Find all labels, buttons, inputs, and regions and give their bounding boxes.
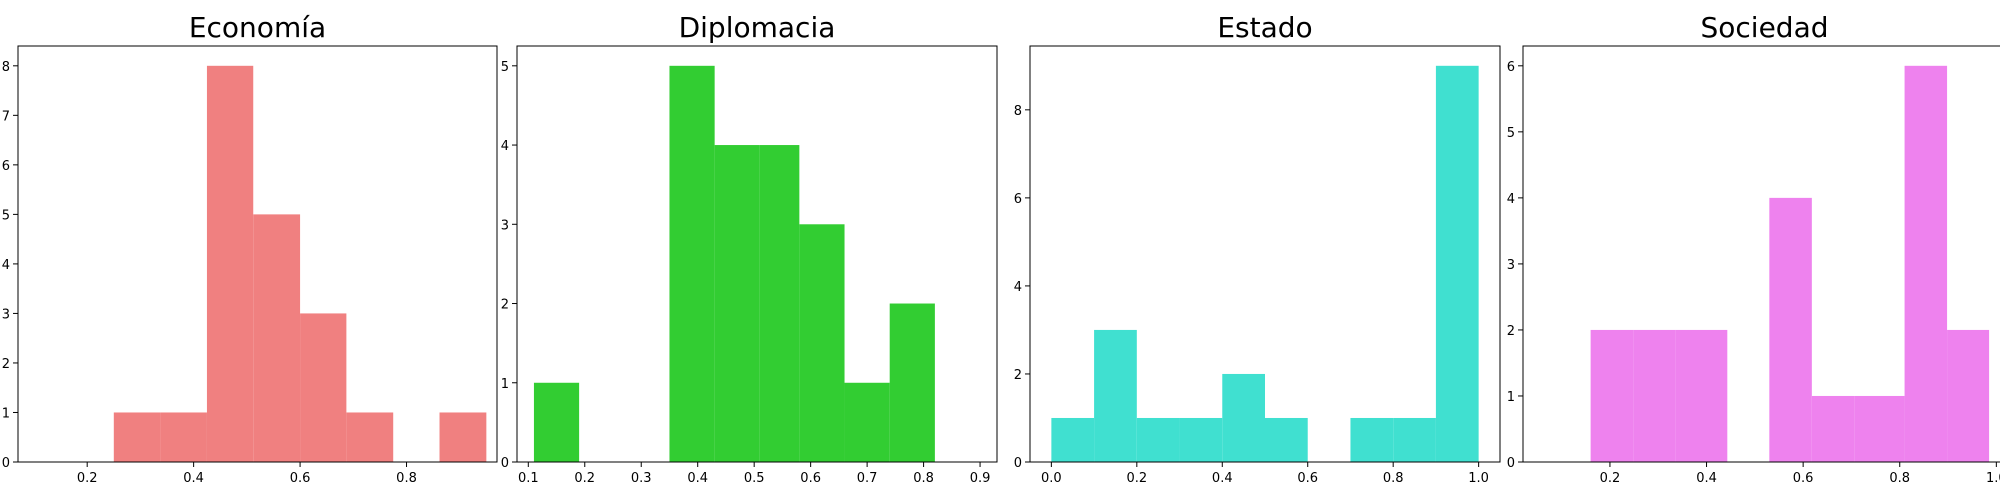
y-tick-label: 5 <box>1507 126 1515 141</box>
x-tick-label: 0.3 <box>631 471 652 486</box>
y-tick-label: 0 <box>1014 456 1022 471</box>
axes-frame <box>516 45 998 463</box>
histogram-bar <box>439 412 487 462</box>
axes-frame <box>1029 45 1501 463</box>
y-tick-label: 1 <box>1507 390 1515 405</box>
y-tick-label: 3 <box>2 307 10 322</box>
histogram-bar <box>1094 329 1137 462</box>
histogram-bar <box>1435 65 1479 463</box>
histogram-bar <box>533 382 580 462</box>
x-tick-label: 0.8 <box>1383 471 1404 486</box>
histogram-bar <box>1136 417 1180 462</box>
x-tick-label: 0.4 <box>1696 471 1717 486</box>
panel-economia: Economía 0.2 0.4 0.6 0.8 0 1 2 3 4 5 6 7 8 <box>2 11 498 486</box>
x-tick-label: 0.7 <box>857 471 878 486</box>
x-tick-label: 0.8 <box>1889 471 1910 486</box>
y-tick-label: 3 <box>1507 258 1515 273</box>
histogram-bar <box>714 145 760 463</box>
x-tick-label: 0.6 <box>290 471 311 486</box>
chart-title: Estado <box>1217 11 1312 44</box>
y-tick-label: 2 <box>2 357 10 372</box>
histogram-bar <box>1769 197 1812 462</box>
y-tick-label: 0 <box>1507 456 1515 471</box>
histogram-bar <box>1811 395 1855 462</box>
histogram-bar <box>1179 417 1223 462</box>
histogram-bar <box>889 303 935 462</box>
y-tick-label: 4 <box>2 258 10 273</box>
histogram-bar <box>160 412 207 462</box>
y-tick-label: 4 <box>1014 280 1022 295</box>
y-tick-label: 2 <box>1014 368 1022 383</box>
histogram-bar <box>253 214 301 462</box>
x-tick-label: 0.4 <box>1212 471 1233 486</box>
x-tick-label: 0.1 <box>518 471 539 486</box>
x-tick-label: 0.0 <box>1041 471 1062 486</box>
x-tick-label: 0.2 <box>1126 471 1147 486</box>
y-tick-label: 6 <box>2 159 10 174</box>
histogram-bar <box>1675 329 1728 462</box>
x-tick-label: 0.9 <box>970 471 991 486</box>
x-tick-label: 1.0 <box>1468 471 1489 486</box>
histogram-bar <box>1947 329 1990 462</box>
panel-estado: Estado 0.0 0.2 0.4 0.6 0.8 1.0 0 2 4 6 8 <box>1014 11 1501 486</box>
x-tick-label: 0.8 <box>396 471 417 486</box>
y-tick-label: 0 <box>2 456 10 471</box>
x-tick-label: 0.2 <box>77 471 98 486</box>
chart-title: Diplomacia <box>679 11 836 44</box>
y-tick-label: 2 <box>1507 324 1515 339</box>
x-tick-label: 1.0 <box>1986 471 2000 486</box>
histogram-bar <box>1393 417 1436 462</box>
histogram-bar <box>844 382 890 462</box>
panel-sociedad: Sociedad 0.2 0.4 0.6 0.8 1.0 0 1 2 3 4 5 6 <box>1507 11 2000 486</box>
axes-frame <box>1522 45 2000 463</box>
histogram-bar <box>113 412 161 462</box>
histogram-bar <box>1350 417 1394 462</box>
chart-title: Sociedad <box>1700 11 1828 44</box>
histogram-bar <box>206 65 254 463</box>
x-tick-label: 0.8 <box>913 471 934 486</box>
axes-frame <box>17 45 498 463</box>
y-tick-label: 3 <box>501 218 509 233</box>
histogram-bar <box>1265 417 1308 462</box>
histogram-bar <box>1904 65 1948 463</box>
y-tick-label: 4 <box>1507 192 1515 207</box>
y-tick-label: 4 <box>501 139 509 154</box>
x-tick-label: 0.2 <box>1600 471 1621 486</box>
histogram-bar <box>1222 373 1265 462</box>
x-tick-label: 0.6 <box>800 471 821 486</box>
x-tick-label: 0.5 <box>744 471 765 486</box>
histogram-bar <box>669 65 715 463</box>
x-tick-label: 0.4 <box>183 471 204 486</box>
x-tick-label: 0.4 <box>687 471 708 486</box>
x-tick-label: 0.2 <box>574 471 595 486</box>
y-tick-label: 8 <box>2 60 10 75</box>
histogram-bar <box>799 224 845 462</box>
x-tick-label: 0.6 <box>1297 471 1318 486</box>
y-tick-label: 7 <box>2 109 10 124</box>
histogram-bar <box>1590 329 1634 462</box>
histogram-bar <box>346 412 394 462</box>
y-tick-label: 1 <box>2 406 10 421</box>
chart-title: Economía <box>189 11 326 44</box>
y-tick-label: 8 <box>1014 104 1022 119</box>
y-tick-label: 6 <box>1014 192 1022 207</box>
histogram-bar <box>759 145 800 463</box>
panel-diplomacia: Diplomacia 0.1 0.2 0.3 0.4 0.5 0.6 0.7 0.8 0.9 0 1… <box>501 11 998 486</box>
y-tick-label: 0 <box>501 456 509 471</box>
y-tick-label: 5 <box>501 60 509 75</box>
y-tick-label: 1 <box>501 377 509 392</box>
histogram-bar <box>1854 395 1905 462</box>
y-tick-label: 2 <box>501 298 509 313</box>
y-tick-label: 6 <box>1507 60 1515 75</box>
histogram-bar <box>1051 417 1095 462</box>
x-tick-label: 0.6 <box>1793 471 1814 486</box>
histogram-bar <box>300 313 347 462</box>
histogram-bar <box>1633 329 1676 462</box>
y-tick-label: 5 <box>2 208 10 223</box>
